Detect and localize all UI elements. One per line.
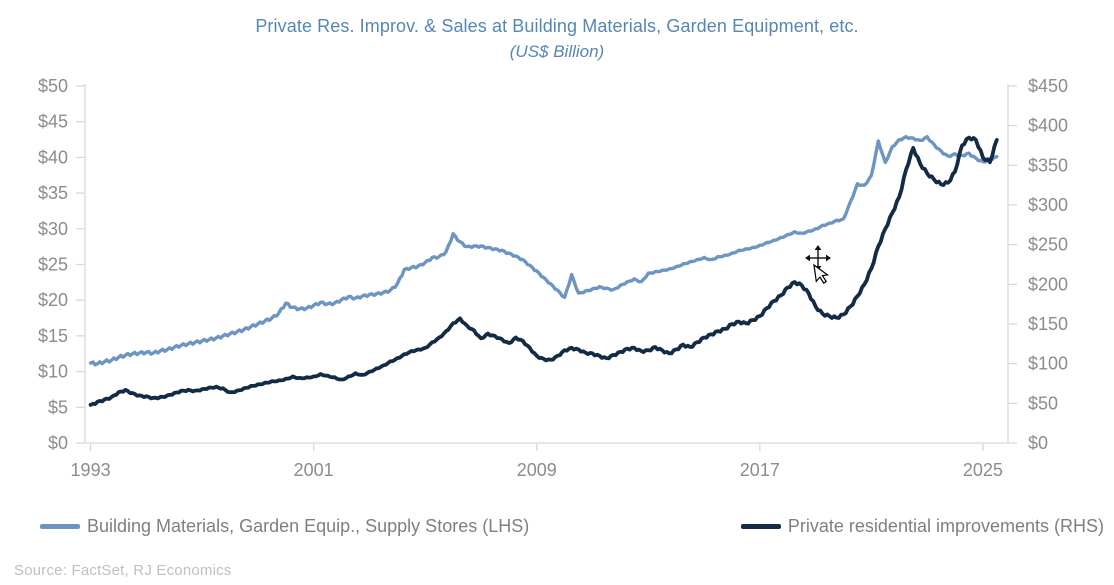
right-axis-tick-label: $400	[1028, 116, 1068, 136]
right-axis-tick-label: $350	[1028, 155, 1068, 175]
x-axis-tick-label: 2001	[294, 460, 334, 480]
left-axis-tick-label: $45	[38, 112, 68, 132]
x-axis-tick-label: 2017	[740, 460, 780, 480]
series-line-private-residential-rhs	[88, 135, 999, 407]
chart-subtitle: (US$ Billion)	[509, 42, 605, 61]
chart-legend: Building Materials, Garden Equip., Suppl…	[0, 516, 1104, 537]
right-axis-tick-label: $50	[1028, 393, 1058, 413]
legend-swatch-rhs-icon	[740, 524, 781, 529]
left-axis-tick-label: $25	[38, 255, 68, 275]
left-axis-tick-label: $50	[38, 76, 68, 96]
right-axis-tick-label: $0	[1028, 433, 1048, 453]
chart-title: Private Res. Improv. & Sales at Building…	[255, 16, 859, 36]
left-axis-tick-label: $30	[38, 219, 68, 239]
x-axis-tick-label: 2009	[517, 460, 557, 480]
left-axis-tick-label: $10	[38, 362, 68, 382]
left-axis-tick-label: $20	[38, 290, 68, 310]
right-axis-tick-label: $200	[1028, 274, 1068, 294]
right-axis-tick-label: $450	[1028, 76, 1068, 96]
legend-label-lhs: Building Materials, Garden Equip., Suppl…	[87, 516, 530, 536]
x-axis-tick-label: 1993	[71, 460, 111, 480]
left-axis-tick-label: $15	[38, 326, 68, 346]
right-axis-tick-label: $300	[1028, 195, 1068, 215]
left-axis-tick-label: $5	[48, 397, 68, 417]
right-axis-tick-label: $100	[1028, 354, 1068, 374]
legend-item-building-materials: Building Materials, Garden Equip., Suppl…	[40, 516, 529, 537]
mouse-cursor-icon	[805, 245, 831, 284]
right-axis-tick-label: $150	[1028, 314, 1068, 334]
source-note: Source: FactSet, RJ Economics	[14, 562, 232, 579]
legend-label-rhs: Private residential improvements (RHS)	[787, 516, 1104, 536]
left-axis-tick-label: $40	[38, 147, 68, 167]
legend-swatch-lhs-icon	[40, 524, 80, 529]
series-line-building-materials-lhs	[88, 134, 999, 367]
left-axis-tick-label: $35	[38, 183, 68, 203]
left-axis-tick-label: $0	[48, 433, 68, 453]
legend-item-private-residential: Private residential improvements (RHS)	[740, 516, 1104, 537]
right-axis-tick-label: $250	[1028, 235, 1068, 255]
x-axis-tick-label: 2025	[963, 460, 1003, 480]
